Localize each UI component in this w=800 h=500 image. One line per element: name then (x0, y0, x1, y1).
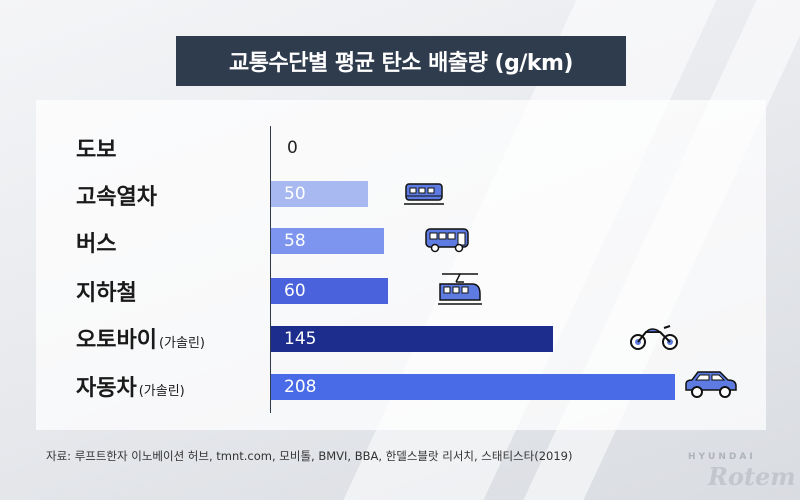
category-label: 버스 (76, 232, 117, 257)
y-axis-line (270, 126, 271, 413)
car-icon (685, 371, 737, 398)
category-label: 도보 (76, 138, 117, 163)
subway-icon (438, 273, 482, 305)
value-label: 0 (287, 138, 298, 158)
category-label: 오토바이 (가솔린) (76, 328, 205, 353)
logo-rotem: Rotem (708, 462, 796, 491)
value-label: 60 (284, 281, 306, 301)
category-label: 고속열차 (76, 185, 157, 210)
value-label: 208 (284, 377, 317, 397)
bar-car (271, 374, 675, 400)
bar-motorcycle (271, 326, 553, 352)
source-note: 자료: 루프트한자 이노베이션 허브, tmnt.com, 모비톨, BMVI,… (46, 449, 573, 463)
bus-icon (425, 228, 469, 253)
value-label: 58 (284, 231, 306, 251)
bar-subway (271, 278, 388, 304)
chart-title: 교통수단별 평균 탄소 배출량 (g/km) (176, 36, 626, 86)
value-label: 145 (284, 329, 317, 349)
category-label: 자동차 (가솔린) (76, 376, 185, 401)
bar-bus (271, 228, 384, 254)
train-icon (404, 183, 444, 205)
logo-hyundai: HYUNDAI (688, 452, 756, 462)
bar-high-speed-train (271, 181, 369, 207)
value-label: 50 (284, 184, 306, 204)
category-label: 지하철 (76, 281, 137, 306)
motorcycle-icon (630, 325, 678, 350)
